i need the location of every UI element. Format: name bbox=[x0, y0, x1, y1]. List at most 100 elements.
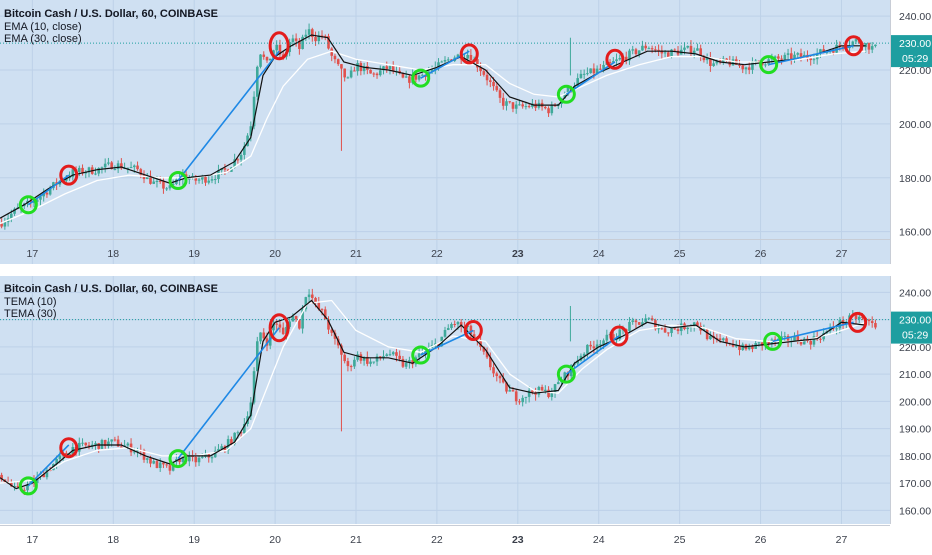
sell-signal-marker[interactable] bbox=[268, 31, 290, 61]
trendline[interactable] bbox=[768, 45, 854, 66]
pane-1-ema30-label[interactable]: EMA (30, close) bbox=[4, 33, 82, 45]
trendline[interactable] bbox=[772, 321, 854, 343]
candle-body bbox=[670, 328, 673, 334]
candle-body bbox=[375, 73, 379, 76]
candle-body bbox=[783, 54, 787, 60]
candle-body bbox=[391, 352, 395, 355]
x-tick-label: 20 bbox=[269, 534, 281, 546]
candle-body bbox=[171, 183, 175, 186]
candle-body bbox=[87, 445, 91, 447]
candle-body bbox=[453, 324, 457, 326]
candle-body bbox=[129, 167, 133, 169]
sell-signal-marker[interactable] bbox=[609, 325, 629, 347]
candle-body bbox=[100, 167, 104, 169]
candle-body bbox=[595, 344, 599, 349]
candle-body bbox=[145, 175, 149, 179]
trendline[interactable] bbox=[177, 50, 280, 181]
candle-body bbox=[615, 339, 618, 341]
sell-signal-marker[interactable] bbox=[605, 48, 625, 70]
buy-signal-marker[interactable] bbox=[411, 345, 431, 365]
candle-body bbox=[116, 163, 120, 169]
candle-body bbox=[298, 319, 301, 329]
candle-body bbox=[417, 353, 421, 358]
sell-signal-marker[interactable] bbox=[59, 437, 79, 459]
candle-body bbox=[291, 316, 295, 322]
candle-body bbox=[592, 346, 596, 349]
candle-body bbox=[628, 50, 631, 61]
last-price-tag[interactable] bbox=[891, 311, 932, 344]
pane-2-symbol-title[interactable]: Bitcoin Cash / U.S. Dollar, 60, COINBASE bbox=[4, 283, 218, 295]
sell-signal-marker[interactable] bbox=[463, 320, 483, 342]
plot-area[interactable] bbox=[0, 0, 890, 264]
candle-body bbox=[262, 54, 266, 57]
candle-body bbox=[741, 344, 745, 350]
candle-body bbox=[751, 346, 754, 349]
candle-body bbox=[576, 360, 579, 364]
sell-signal-marker[interactable] bbox=[848, 311, 868, 333]
candle-body bbox=[576, 78, 579, 87]
candle-body bbox=[793, 54, 796, 60]
y-tick-label: 220.00 bbox=[899, 65, 931, 77]
candle-body bbox=[437, 62, 440, 68]
candle-body bbox=[566, 87, 570, 95]
buy-signal-marker[interactable] bbox=[763, 331, 783, 351]
trendline[interactable] bbox=[177, 327, 280, 460]
trendline[interactable] bbox=[565, 335, 620, 375]
candle-body bbox=[48, 188, 52, 195]
sell-signal-marker[interactable] bbox=[59, 164, 79, 186]
candle-body bbox=[599, 68, 602, 70]
candle-body bbox=[514, 391, 518, 402]
candle-body bbox=[660, 328, 664, 330]
buy-signal-marker[interactable] bbox=[18, 195, 38, 215]
candle-body bbox=[378, 356, 382, 358]
buy-signal-marker[interactable] bbox=[556, 364, 576, 384]
candle-body bbox=[482, 347, 486, 352]
candle-body bbox=[301, 36, 304, 50]
slow-ma-line[interactable] bbox=[0, 299, 866, 484]
buy-signal-marker[interactable] bbox=[168, 449, 188, 469]
sell-signal-marker[interactable] bbox=[844, 35, 864, 57]
pane-2-tema10-label[interactable]: TEMA (10) bbox=[4, 295, 57, 308]
candle-body bbox=[747, 67, 751, 70]
candle-body bbox=[120, 163, 123, 169]
candle-body bbox=[252, 371, 256, 403]
candle-body bbox=[524, 106, 528, 108]
candle-body bbox=[644, 318, 647, 323]
buy-signal-marker[interactable] bbox=[411, 68, 431, 88]
candle-body bbox=[207, 180, 211, 183]
candle-body bbox=[828, 326, 832, 332]
candle-body bbox=[294, 38, 298, 41]
pane-1-ema10-label[interactable]: EMA (10, close) bbox=[4, 20, 82, 33]
buy-signal-marker[interactable] bbox=[18, 476, 38, 496]
candle-body bbox=[738, 345, 741, 350]
candle-body bbox=[136, 450, 139, 452]
buy-signal-marker[interactable] bbox=[168, 170, 188, 190]
candle-body bbox=[265, 56, 269, 61]
sell-signal-marker[interactable] bbox=[459, 43, 479, 65]
candle-body bbox=[637, 50, 641, 55]
candle-body bbox=[563, 372, 567, 382]
candle-body bbox=[55, 458, 58, 464]
trendline[interactable] bbox=[565, 61, 616, 95]
candle-body bbox=[330, 48, 334, 56]
fast-ma-line[interactable] bbox=[0, 299, 866, 490]
candle-body bbox=[42, 192, 45, 197]
sell-signal-marker[interactable] bbox=[268, 313, 290, 343]
candle-body bbox=[466, 54, 469, 59]
candle-body bbox=[550, 105, 554, 114]
candle-body bbox=[246, 135, 249, 147]
candle-body bbox=[582, 353, 586, 356]
candle-body bbox=[71, 169, 75, 177]
candle-body bbox=[446, 328, 450, 331]
fast-ma-line[interactable] bbox=[0, 34, 866, 219]
buy-signal-marker[interactable] bbox=[556, 84, 576, 104]
pane-1-symbol-title[interactable]: Bitcoin Cash / U.S. Dollar, 60, COINBASE bbox=[4, 8, 218, 20]
pane-separator[interactable] bbox=[0, 268, 932, 276]
pane-2-tema30-label[interactable]: TEMA (30) bbox=[4, 308, 57, 320]
candle-body bbox=[579, 73, 583, 79]
y-tick-label: 190.00 bbox=[899, 424, 931, 436]
buy-signal-marker[interactable] bbox=[759, 55, 779, 75]
candle-body bbox=[722, 338, 725, 341]
last-price-tag[interactable] bbox=[891, 35, 932, 68]
candle-body bbox=[116, 439, 120, 447]
